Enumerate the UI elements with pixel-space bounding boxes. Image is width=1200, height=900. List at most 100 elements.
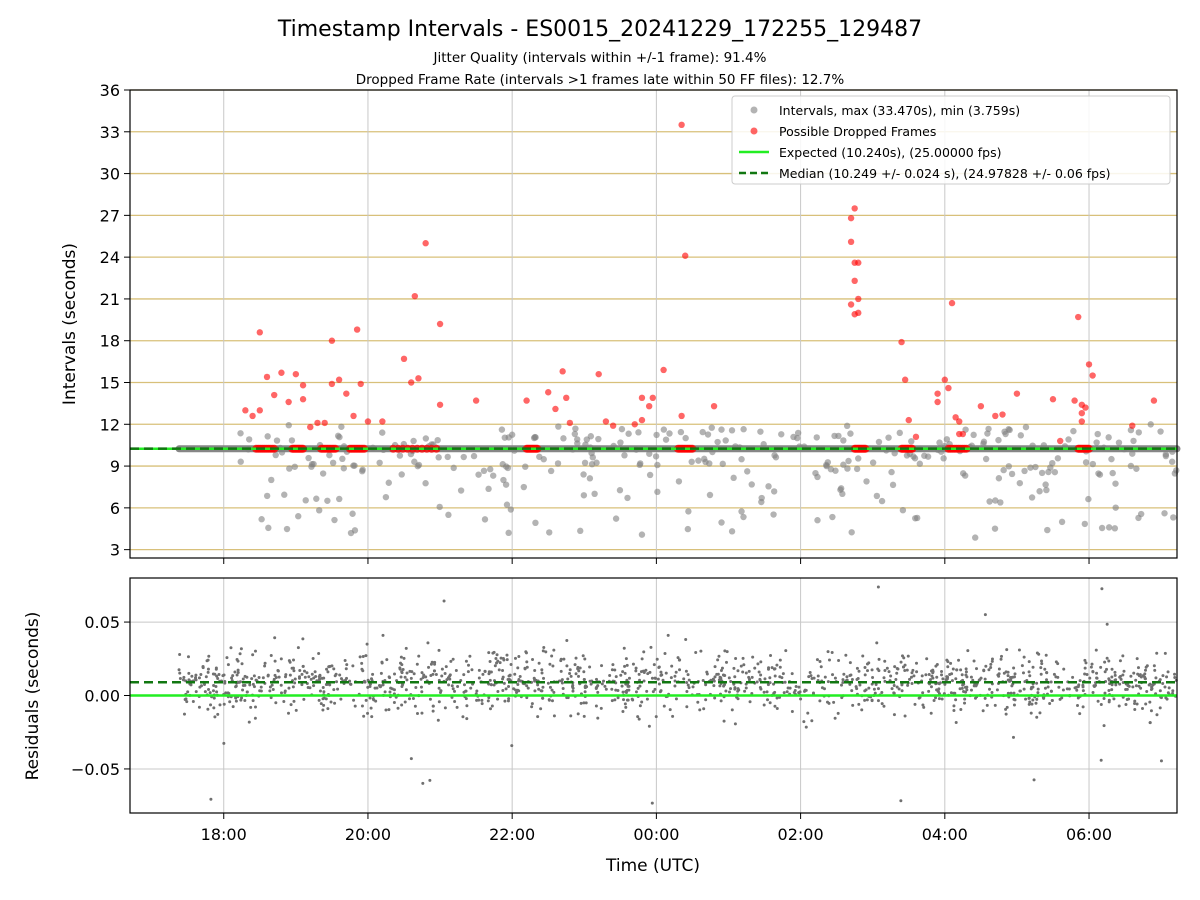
- residual-point: [686, 683, 690, 687]
- residual-point: [393, 672, 397, 676]
- residual-point: [1148, 721, 1152, 725]
- residual-point: [419, 685, 423, 689]
- interval-point: [302, 497, 309, 504]
- residual-point: [501, 677, 505, 681]
- residual-point: [802, 720, 806, 724]
- residual-point: [773, 690, 777, 694]
- residual-point: [613, 668, 617, 672]
- residual-point: [515, 690, 519, 694]
- residual-point: [1114, 683, 1118, 687]
- residual-point: [420, 671, 424, 675]
- residual-point: [921, 703, 925, 707]
- residuals-panel: −0.05 0.00 0.05 18:00 20:00 22:00 00:00 02:00 04…: [71, 577, 1178, 844]
- residual-point: [625, 698, 629, 702]
- residual-point: [239, 698, 243, 702]
- residual-point: [222, 741, 226, 745]
- residual-point: [1121, 681, 1125, 685]
- dropped-frame-point: [934, 390, 941, 397]
- interval-point: [1168, 458, 1176, 465]
- residual-point: [408, 697, 412, 701]
- interval-point: [675, 478, 683, 485]
- residual-point: [880, 702, 884, 706]
- residual-point: [525, 696, 529, 700]
- residual-point: [308, 686, 312, 690]
- dropped-frame-point: [912, 433, 920, 441]
- residual-point: [729, 687, 733, 691]
- residual-point: [845, 678, 849, 682]
- residual-point: [1158, 706, 1162, 710]
- interval-point: [621, 452, 628, 459]
- dropped-frame-point: [411, 292, 419, 300]
- residual-point: [687, 686, 691, 690]
- top-plot-frame: [129, 89, 1178, 559]
- residual-point: [964, 667, 968, 671]
- residual-point: [536, 683, 540, 687]
- interval-point: [1109, 469, 1116, 477]
- residual-point: [348, 682, 352, 686]
- residual-point: [273, 659, 277, 663]
- dropped-frame-point: [559, 368, 566, 375]
- interval-point: [245, 436, 253, 443]
- residual-point: [1076, 696, 1080, 700]
- top-y-tick-label: 6: [110, 499, 120, 518]
- interval-point: [848, 529, 855, 536]
- residual-point: [841, 681, 845, 685]
- residual-point: [589, 682, 593, 686]
- residual-point: [1084, 661, 1088, 665]
- interval-point: [1082, 459, 1090, 466]
- residual-point: [627, 676, 631, 680]
- interval-point: [505, 529, 512, 537]
- interval-point: [654, 461, 661, 469]
- interval-point: [316, 507, 323, 514]
- residual-point: [470, 668, 474, 672]
- residual-point: [895, 671, 899, 675]
- residual-point: [224, 691, 228, 695]
- residual-point: [621, 670, 625, 674]
- interval-point: [349, 510, 356, 517]
- residual-point: [963, 697, 967, 701]
- residual-point: [751, 655, 755, 659]
- residual-point: [427, 665, 431, 669]
- residual-point: [448, 673, 452, 677]
- interval-point: [436, 503, 443, 511]
- top-y-tick-label: 3: [110, 541, 120, 560]
- residual-point: [1062, 667, 1066, 671]
- residual-point: [235, 673, 239, 677]
- residual-point: [650, 676, 654, 680]
- residual-point: [622, 698, 626, 702]
- interval-point: [682, 434, 689, 442]
- residual-point: [1158, 689, 1162, 693]
- interval-point: [572, 425, 579, 432]
- legend-label: Median (10.249 +/- 0.024 s), (24.97828 +…: [779, 166, 1110, 181]
- residual-point: [1005, 648, 1009, 652]
- interval-point: [339, 455, 346, 463]
- residual-point: [701, 679, 705, 683]
- residual-point: [827, 658, 831, 662]
- interval-point: [1112, 480, 1119, 487]
- residual-point: [1021, 671, 1025, 675]
- residual-point: [582, 670, 586, 674]
- residual-point: [826, 680, 830, 684]
- dropped-frame-point: [1071, 397, 1078, 404]
- residual-point: [228, 700, 232, 704]
- residual-point: [741, 670, 745, 674]
- residual-point: [251, 699, 255, 703]
- residual-point: [1121, 673, 1125, 677]
- interval-point: [319, 470, 327, 477]
- residual-point: [684, 669, 688, 673]
- residual-point: [1095, 671, 1099, 675]
- residual-point: [594, 677, 598, 681]
- dropped-frame-point: [999, 411, 1006, 418]
- residual-point: [1105, 622, 1109, 626]
- interval-point: [1161, 510, 1168, 517]
- interval-point: [704, 431, 712, 438]
- interval-point: [1027, 464, 1034, 471]
- residual-point: [951, 667, 955, 671]
- residual-point: [915, 670, 919, 674]
- residual-point: [465, 717, 469, 721]
- interval-point: [913, 514, 921, 522]
- residual-point: [1099, 758, 1103, 762]
- residual-point: [885, 666, 889, 670]
- interval-point: [995, 436, 1002, 444]
- residual-point: [1107, 700, 1111, 704]
